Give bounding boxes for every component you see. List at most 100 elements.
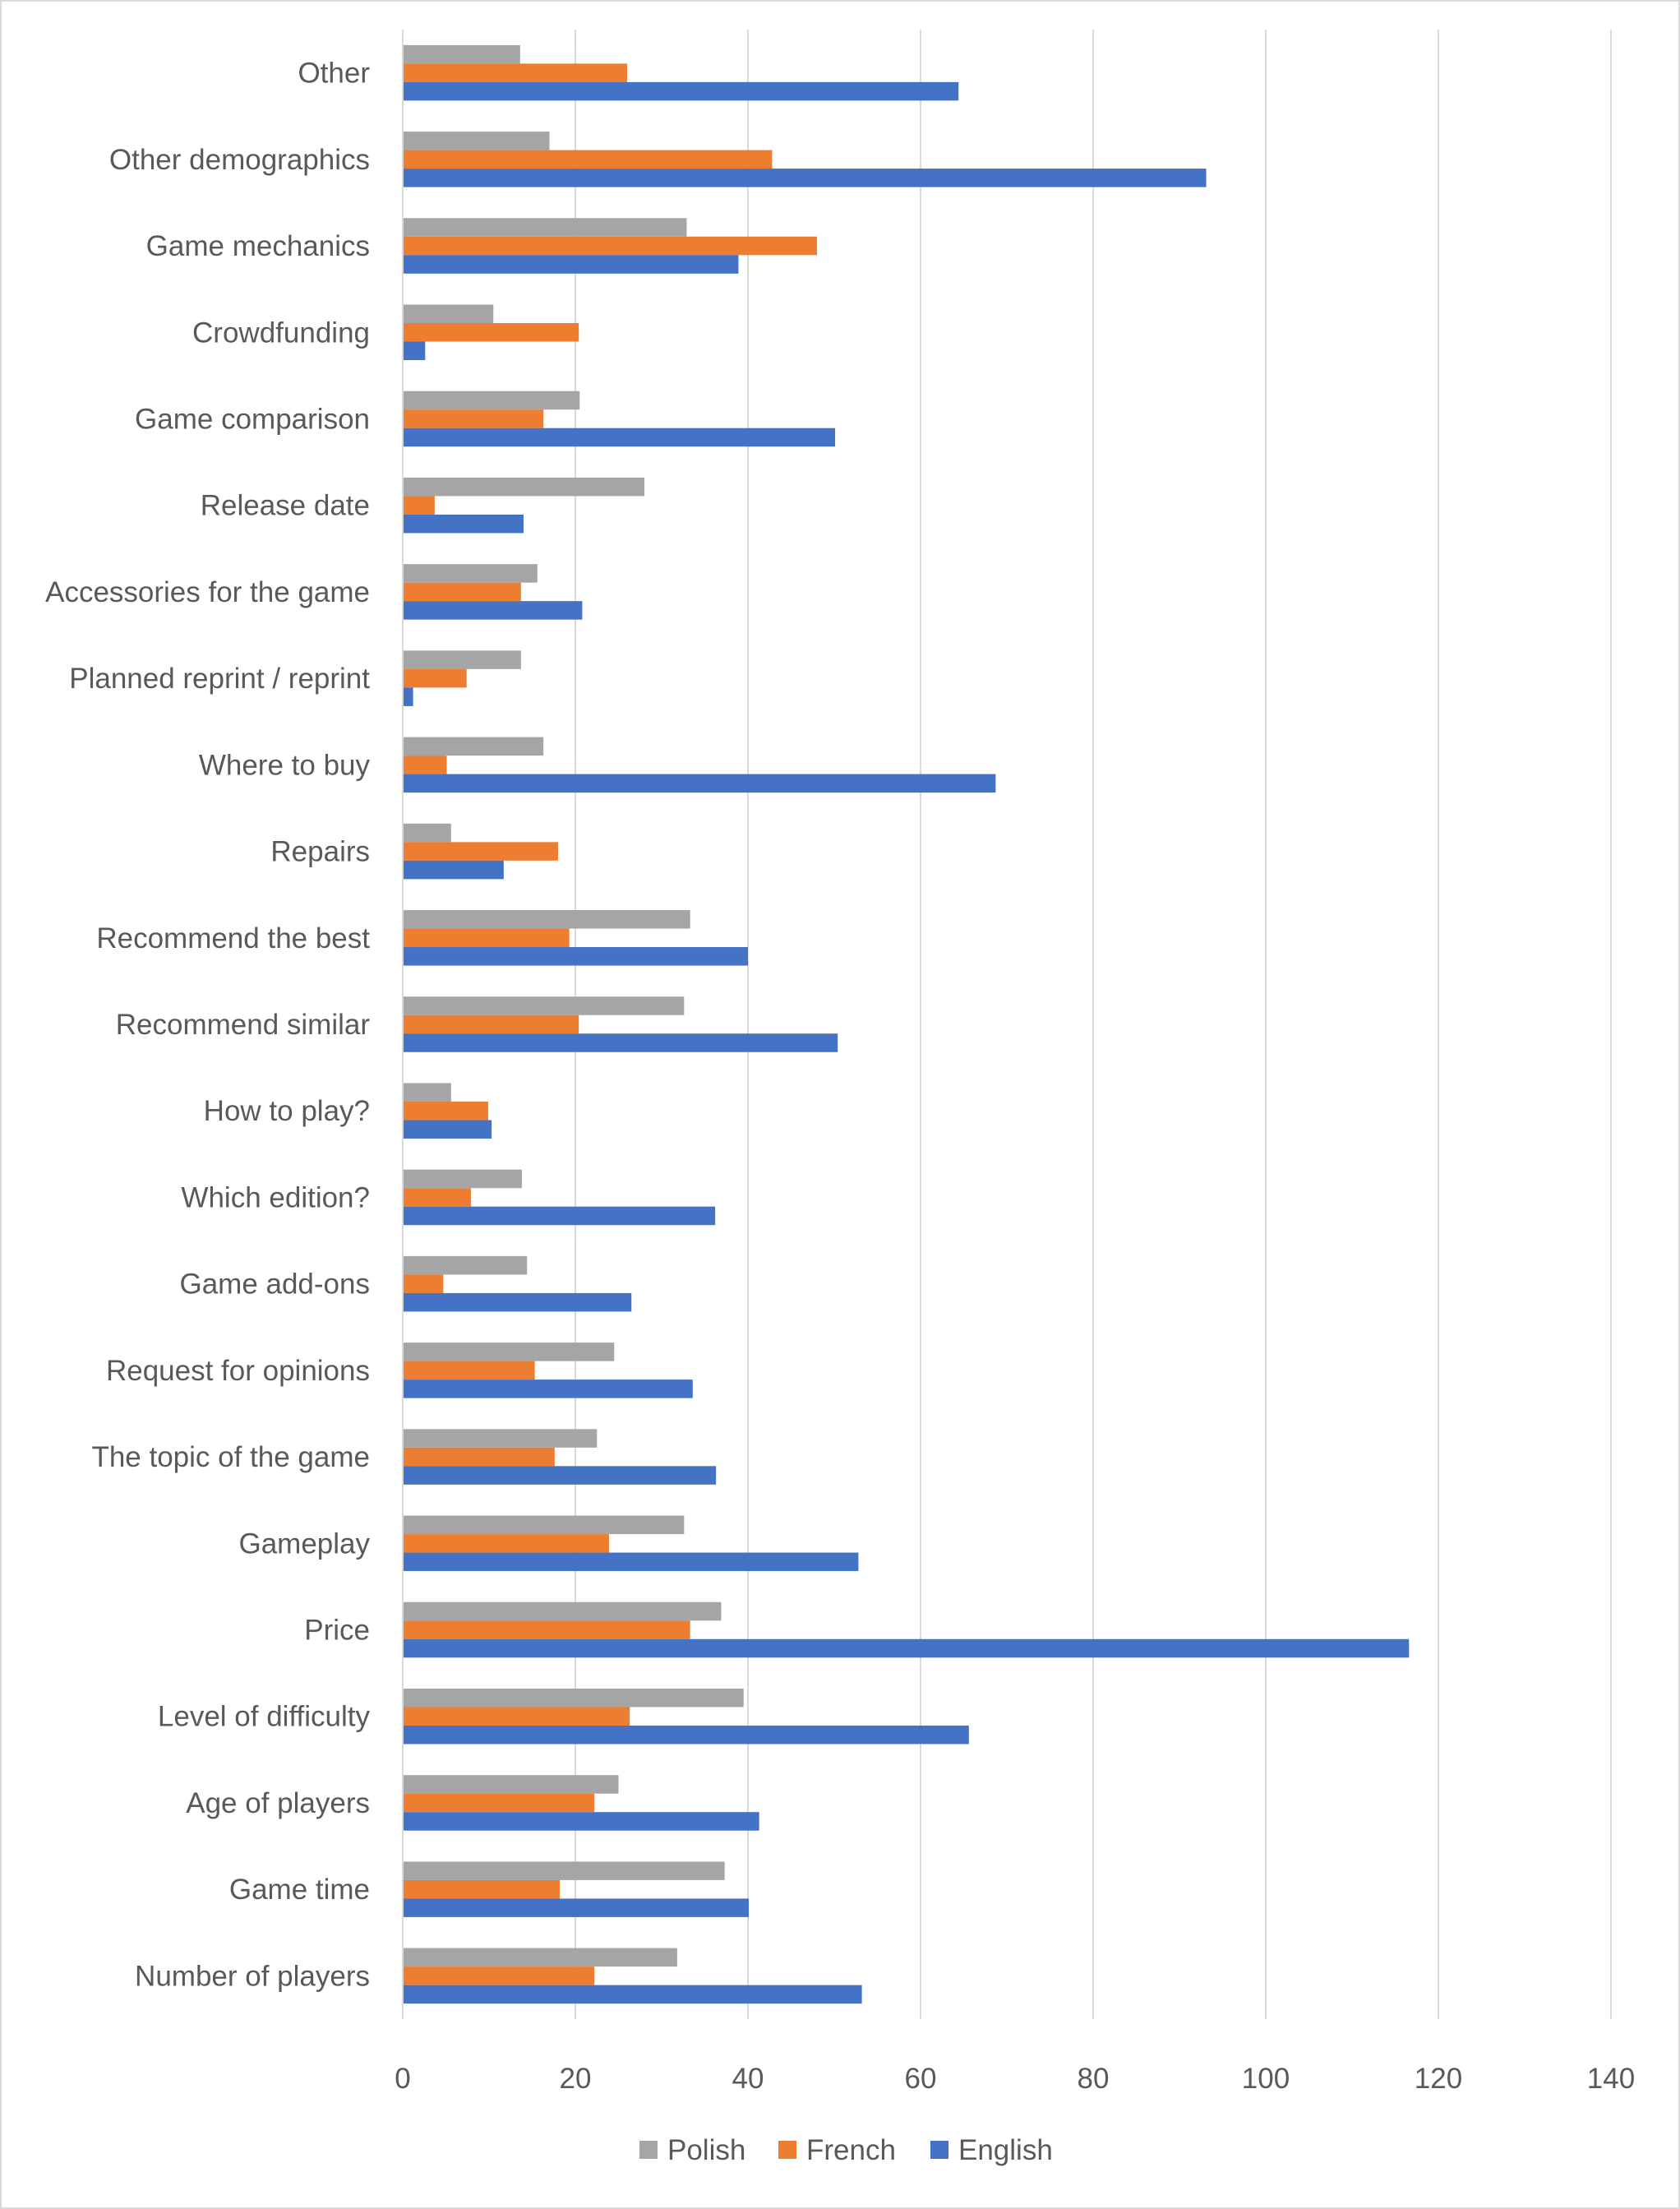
- bar-english: [403, 514, 524, 534]
- bar-english: [403, 81, 959, 101]
- bar-french: [403, 409, 544, 428]
- category-label: Age of players: [186, 1787, 370, 1819]
- bar-french: [403, 1879, 561, 1899]
- bar-french: [403, 1188, 471, 1207]
- category-labels: Other Other demographics Game mechanics Cro…: [45, 58, 370, 1993]
- bar-french: [403, 582, 521, 602]
- bar-french: [403, 63, 627, 82]
- bar-polish: [403, 823, 451, 843]
- legend-swatch-english: [930, 2141, 948, 2159]
- bar-polish: [403, 132, 550, 150]
- category-label: The topic of the game: [91, 1441, 370, 1473]
- bar-english: [403, 255, 739, 274]
- category-label: Game add-ons: [179, 1269, 370, 1301]
- x-tick-labels: 0 20 40 60 80 100 120 140: [395, 2063, 1635, 2095]
- bar-french: [403, 668, 467, 688]
- category-label: Release date: [201, 490, 370, 522]
- bar-polish: [403, 737, 544, 756]
- category-label: Recommend similar: [116, 1009, 371, 1041]
- legend-label-french: French: [806, 2134, 896, 2166]
- x-tick-label: 80: [1078, 2063, 1110, 2095]
- bar-english: [403, 1292, 632, 1312]
- bar-english: [403, 947, 748, 966]
- x-tick-label: 40: [732, 2063, 764, 2095]
- category-label: Which edition?: [181, 1181, 370, 1213]
- bar-english: [403, 341, 426, 361]
- bar-english: [403, 1120, 492, 1139]
- bar-polish: [403, 1601, 722, 1621]
- bar-french: [403, 150, 773, 169]
- legend-swatch-french: [778, 2141, 796, 2159]
- gridlines: [575, 30, 1612, 2019]
- category-label: Planned reprint / reprint: [69, 663, 370, 695]
- x-tick-label: 100: [1242, 2063, 1290, 2095]
- bar-french: [403, 496, 435, 515]
- bar-polish: [403, 1775, 619, 1794]
- category-label: Gameplay: [238, 1527, 370, 1560]
- bar-polish: [403, 650, 521, 669]
- bars: [403, 44, 1410, 2004]
- bar-polish: [403, 304, 494, 324]
- bar-french: [403, 928, 570, 948]
- bar-english: [403, 427, 836, 447]
- bar-polish: [403, 1948, 677, 1967]
- bar-polish: [403, 1169, 522, 1189]
- bar-polish: [403, 44, 520, 64]
- category-label: Level of difficulty: [158, 1701, 371, 1733]
- category-label: Accessories for the game: [45, 576, 370, 608]
- bar-french: [403, 1620, 690, 1639]
- bar-french: [403, 1793, 595, 1813]
- bar-english: [403, 601, 583, 620]
- bar-french: [403, 1534, 609, 1553]
- bar-english: [403, 774, 996, 793]
- category-label: Price: [304, 1615, 370, 1647]
- bar-english: [403, 1206, 716, 1226]
- bar-english: [403, 1725, 969, 1745]
- bar-polish: [403, 477, 644, 497]
- bar-polish: [403, 1515, 685, 1535]
- bar-french: [403, 1274, 444, 1293]
- legend-label-english: English: [958, 2134, 1053, 2166]
- bar-polish: [403, 1255, 528, 1275]
- category-label: Crowdfunding: [192, 317, 370, 349]
- bar-polish: [403, 1861, 725, 1880]
- bar-english: [403, 169, 1207, 187]
- bar-english: [403, 1638, 1410, 1658]
- category-label: Number of players: [135, 1960, 370, 1992]
- bar-english: [403, 1466, 717, 1485]
- bar-polish: [403, 218, 687, 237]
- x-tick-label: 140: [1587, 2063, 1635, 2095]
- bar-french: [403, 756, 447, 774]
- bar-english: [403, 1985, 862, 2004]
- category-label: Game comparison: [135, 403, 370, 435]
- bar-english: [403, 860, 504, 880]
- legend-swatch-polish: [639, 2141, 658, 2159]
- bar-french: [403, 842, 558, 861]
- category-label: Game mechanics: [146, 230, 370, 262]
- bar-french: [403, 1101, 488, 1121]
- bar-french: [403, 1447, 555, 1467]
- category-label: Game time: [229, 1874, 370, 1906]
- category-label: Other demographics: [109, 144, 370, 176]
- bar-polish: [403, 910, 690, 929]
- bar-polish: [403, 1083, 451, 1102]
- bar-polish: [403, 1688, 744, 1708]
- legend: Polish French English: [639, 2134, 1053, 2166]
- x-tick-label: 60: [905, 2063, 937, 2095]
- bar-polish: [403, 996, 685, 1015]
- bar-french: [403, 1966, 595, 1985]
- bar-polish: [403, 1342, 615, 1361]
- bar-french: [403, 323, 579, 342]
- bar-french: [403, 236, 817, 256]
- category-label: Repairs: [270, 836, 370, 868]
- category-label: Other: [298, 58, 370, 90]
- bar-polish: [403, 564, 538, 583]
- bar-english: [403, 1552, 859, 1572]
- category-label: Recommend the best: [96, 922, 370, 954]
- bar-french: [403, 1707, 630, 1726]
- x-tick-label: 0: [395, 2063, 410, 2095]
- bar-english: [403, 1898, 750, 1917]
- category-label: How to play?: [204, 1095, 370, 1127]
